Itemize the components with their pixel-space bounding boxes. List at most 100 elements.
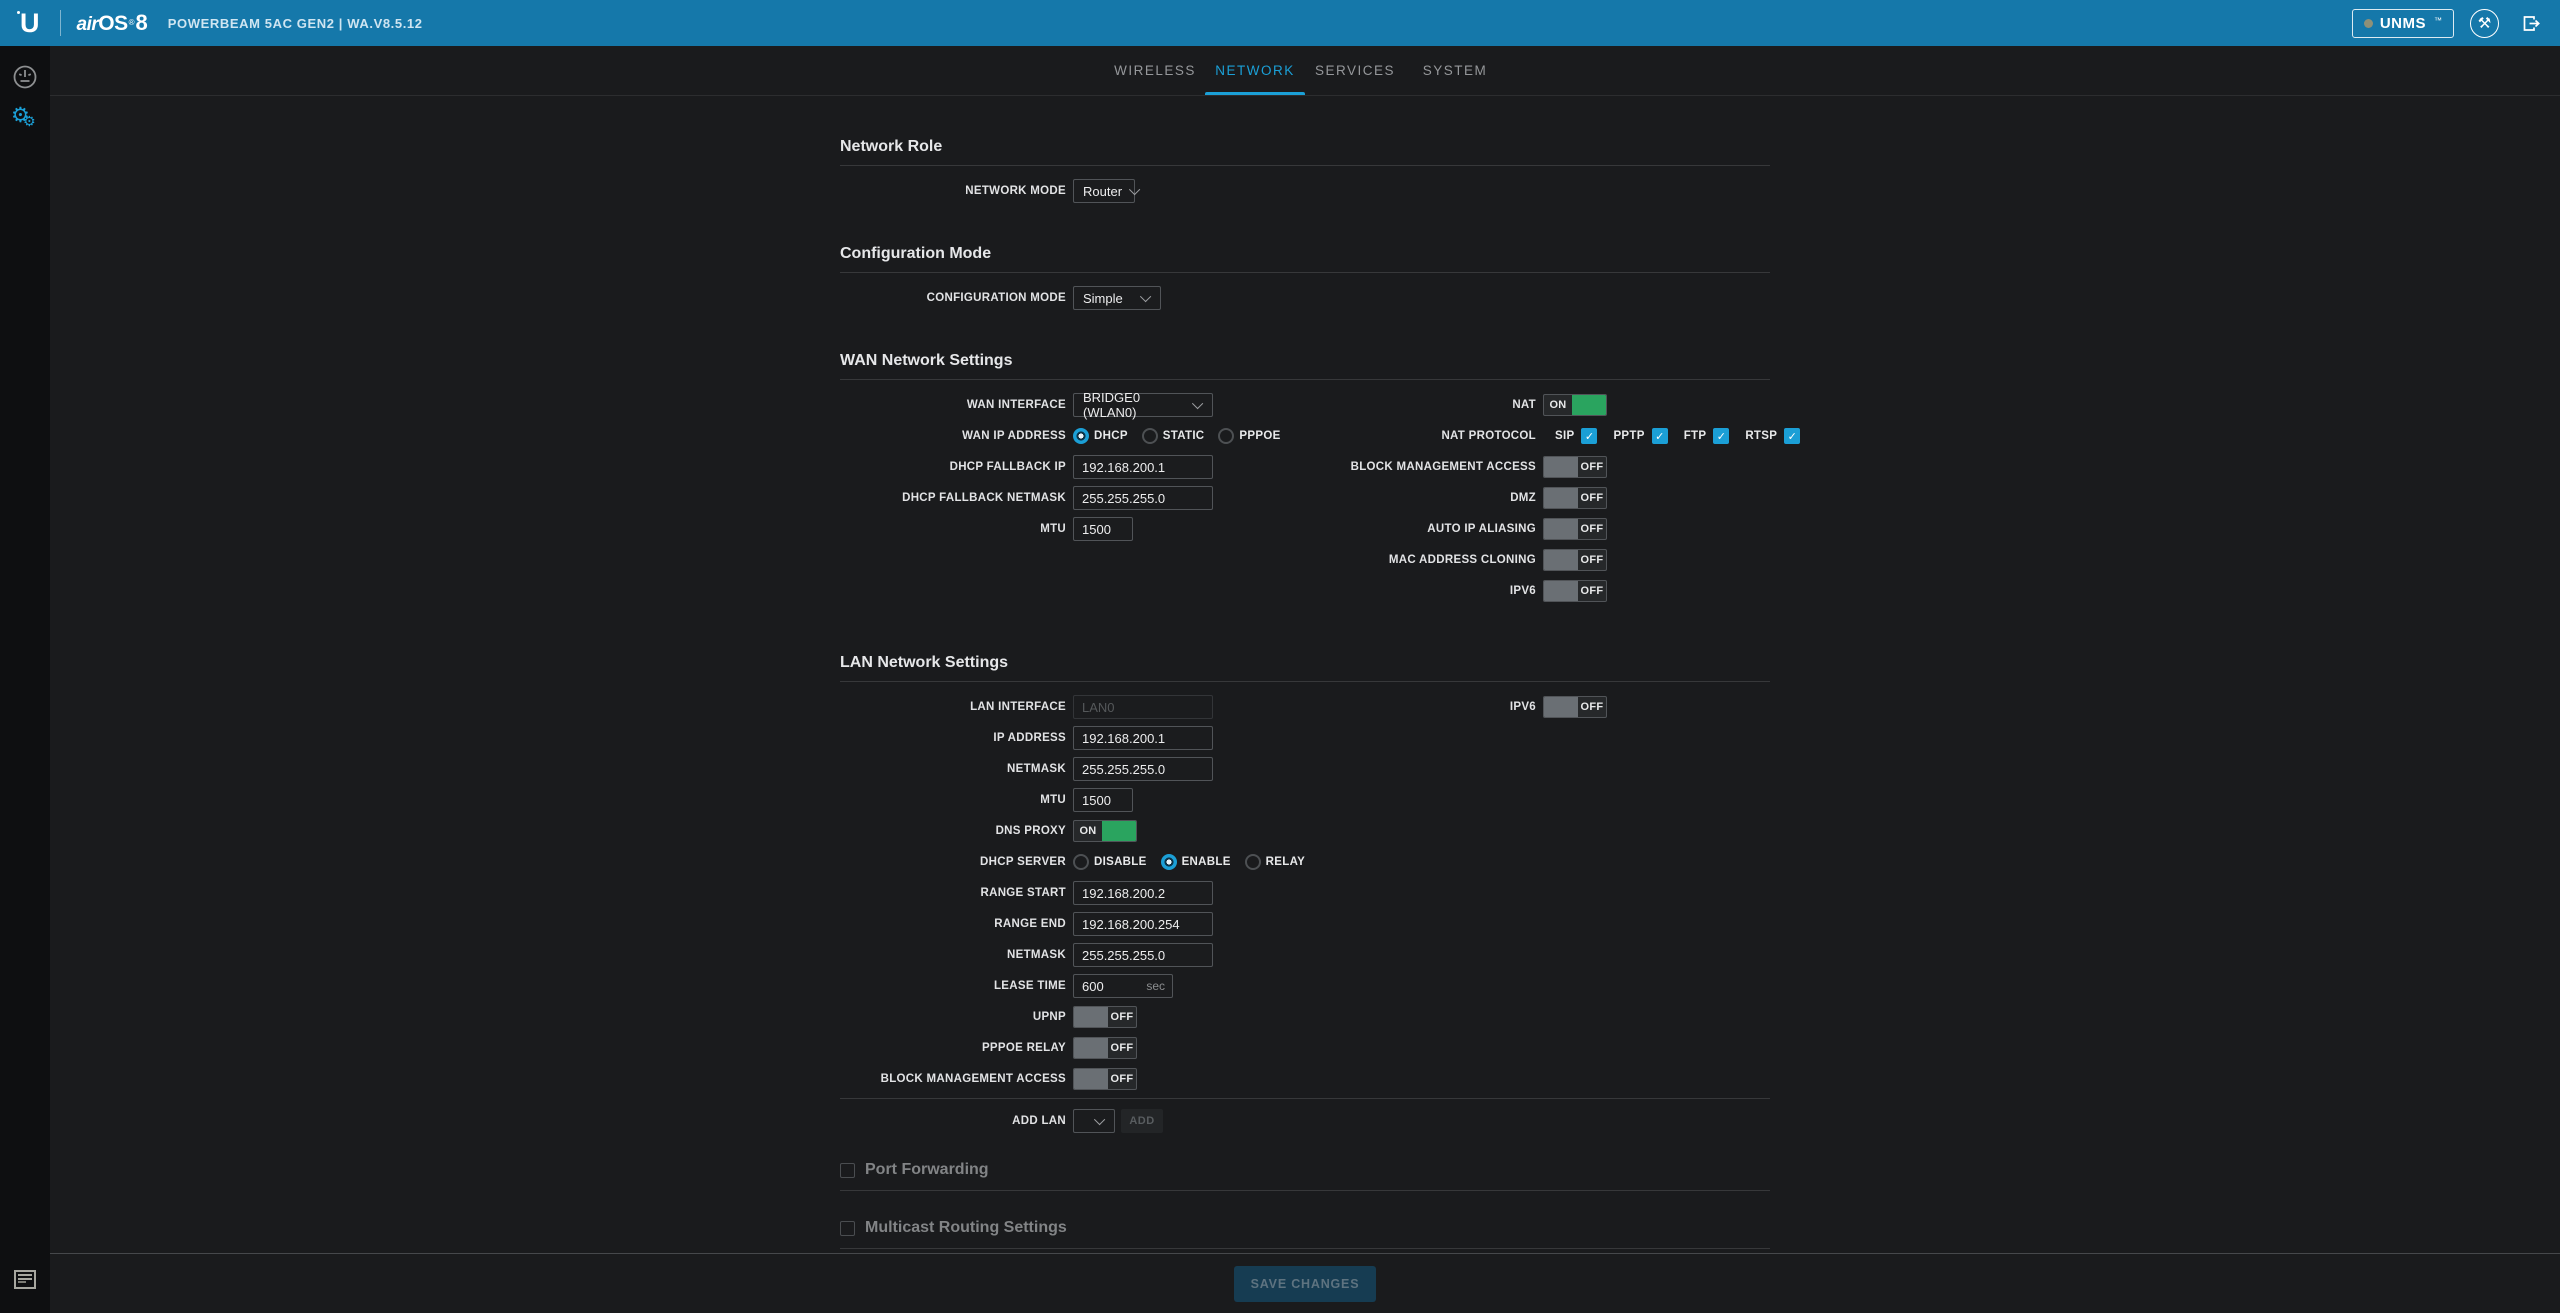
lan-ip-address-row: IP ADDRESS (840, 726, 1770, 750)
nat-toggle[interactable]: ON (1543, 394, 1607, 416)
toggle-knob (1572, 395, 1606, 415)
network-mode-select[interactable]: Router (1073, 179, 1141, 203)
toggle-state-label: OFF (1580, 554, 1604, 566)
dhcp-netmask-input[interactable] (1073, 943, 1213, 967)
lan-netmask-input[interactable] (1073, 757, 1213, 781)
port-forwarding-checkbox[interactable] (840, 1162, 855, 1178)
dns-proxy-toggle[interactable]: ON (1073, 820, 1137, 842)
auto-ip-aliasing-toggle[interactable]: OFF (1543, 518, 1607, 540)
pppoe-relay-toggle[interactable]: OFF (1073, 1037, 1137, 1059)
radio-static[interactable]: STATIC (1141, 428, 1205, 444)
lan-netmask-row: NETMASK (840, 757, 1770, 781)
radio-icon (1141, 428, 1158, 444)
dhcp-fallback-ip-input[interactable] (1073, 455, 1213, 479)
wan-block-mgmt-row: BLOCK MANAGEMENT ACCESS OFF (1216, 455, 1770, 479)
toggle-state-label: OFF (1580, 585, 1604, 597)
toggle-state-label: ON (1549, 399, 1567, 411)
radio-enable[interactable]: ENABLE (1160, 854, 1231, 870)
unms-trademark: ™ (2434, 15, 2442, 25)
sip-checkbox[interactable] (1581, 428, 1598, 444)
ubiquiti-logo[interactable]: U (17, 9, 44, 37)
tab-services[interactable]: SERVICES (1305, 46, 1405, 95)
dhcp-fallback-netmask-input[interactable] (1073, 486, 1213, 510)
tab-network[interactable]: NETWORK (1205, 46, 1305, 95)
block-mgmt-toggle[interactable]: OFF (1543, 456, 1607, 478)
lan-ip-address-label: IP ADDRESS (993, 732, 1066, 744)
wan-right-column: NAT ON NAT PROTOCOL SIP (1216, 393, 1801, 610)
tab-system[interactable]: SYSTEM (1405, 46, 1505, 95)
chevron-down-icon (1191, 397, 1204, 410)
toggle-state-label: OFF (1110, 1073, 1134, 1085)
wan-interface-select[interactable]: BRIDGE0 (WLAN0) (1073, 390, 1213, 420)
toggle-state-label: OFF (1580, 461, 1604, 473)
radio-disable[interactable]: DISABLE (1073, 854, 1147, 870)
toggle-knob (1074, 1007, 1108, 1027)
range-end-input[interactable] (1073, 912, 1213, 936)
pptp-checkbox[interactable] (1651, 428, 1668, 444)
add-lan-row: ADD LAN ADD (840, 1109, 1770, 1133)
section-port-forwarding: Port Forwarding (840, 1159, 1770, 1191)
rtsp-checkbox[interactable] (1784, 428, 1801, 444)
network-mode-value: Router (1083, 183, 1123, 199)
section-title: Configuration Mode (840, 245, 992, 262)
wan-interface-value: BRIDGE0 (WLAN0) (1083, 390, 1141, 420)
tab-wireless[interactable]: WIRELESS (1105, 46, 1205, 95)
divider (840, 165, 1770, 166)
airos-logo[interactable]: air OS ® 8 (77, 10, 148, 36)
divider (840, 379, 1770, 380)
upnp-toggle[interactable]: OFF (1073, 1006, 1137, 1028)
status-console-icon[interactable] (14, 1270, 36, 1289)
wan-ip-address-row: WAN IP ADDRESS DHCP STATIC PPPOE (840, 424, 1770, 448)
settings-gears-icon[interactable]: ⚙ ⚙ (11, 103, 36, 130)
toggle-knob (1074, 1038, 1108, 1058)
dhcp-netmask-label: NETMASK (1007, 949, 1066, 961)
dhcp-server-label: DHCP SERVER (980, 856, 1066, 868)
tab-wireless-label: WIRELESS (1114, 63, 1196, 78)
mac-clone-label: MAC ADDRESS CLONING (1388, 554, 1536, 566)
add-lan-button[interactable]: ADD (1121, 1109, 1163, 1133)
divider (840, 1098, 1770, 1099)
toggle-state-label: OFF (1110, 1011, 1134, 1023)
dashboard-gauge-icon[interactable] (12, 64, 38, 95)
unms-button[interactable]: UNMS ™ (2351, 8, 2454, 38)
lease-time-row: LEASE TIME sec (840, 974, 1770, 998)
lease-time-input[interactable] (1073, 974, 1173, 998)
ftp-checkbox[interactable] (1713, 428, 1730, 444)
lan-block-mgmt-toggle[interactable]: OFF (1073, 1068, 1137, 1090)
wan-mtu-input[interactable] (1073, 517, 1133, 541)
radio-dhcp[interactable]: DHCP (1073, 428, 1128, 444)
range-start-input[interactable] (1073, 881, 1213, 905)
wan-ipv6-toggle[interactable]: OFF (1543, 580, 1607, 602)
protocol-pptp: PPTP (1613, 428, 1668, 444)
save-changes-button[interactable]: SAVE CHANGES (1233, 1265, 1377, 1302)
wan-ipv6-label: IPV6 (1509, 585, 1536, 597)
lease-time-unit: sec (1146, 979, 1165, 993)
range-end-label: RANGE END (994, 918, 1066, 930)
lan-ipv6-toggle[interactable]: OFF (1543, 696, 1607, 718)
wan-ipv6-row: IPV6 OFF (1216, 579, 1770, 603)
multicast-checkbox[interactable] (840, 1220, 855, 1236)
lan-block-mgmt-label: BLOCK MANAGEMENT ACCESS (880, 1073, 1066, 1085)
add-lan-select[interactable] (1073, 1109, 1115, 1133)
dhcp-fallback-netmask-row: DHCP FALLBACK NETMASK (840, 486, 1770, 510)
dmz-toggle[interactable]: OFF (1543, 487, 1607, 509)
chevron-down-icon (1139, 290, 1152, 303)
nat-row: NAT ON (1216, 393, 1770, 417)
lan-ip-address-input[interactable] (1073, 726, 1213, 750)
lan-mtu-input[interactable] (1073, 788, 1133, 812)
tab-system-label: SYSTEM (1422, 63, 1488, 78)
left-sidebar: ⚙ ⚙ (0, 46, 50, 1313)
section-wan: WAN Network Settings WAN INTERFACE BRIDG… (840, 352, 1801, 612)
tools-icon[interactable]: ⚒ (2470, 8, 2499, 38)
radio-pppoe[interactable]: PPPOE (1218, 428, 1280, 444)
configuration-mode-select[interactable]: Simple (1073, 286, 1161, 310)
radio-icon (1244, 854, 1261, 870)
lan-interface-row: LAN INTERFACE (840, 695, 1770, 719)
logout-icon[interactable] (2521, 13, 2542, 34)
mac-clone-toggle[interactable]: OFF (1543, 549, 1607, 571)
toggle-state-label: OFF (1110, 1042, 1134, 1054)
dmz-label: DMZ (1510, 492, 1536, 504)
lan-mtu-row: MTU (840, 788, 1770, 812)
radio-relay[interactable]: RELAY (1244, 854, 1305, 870)
footer-bar: SAVE CHANGES (50, 1253, 2560, 1313)
